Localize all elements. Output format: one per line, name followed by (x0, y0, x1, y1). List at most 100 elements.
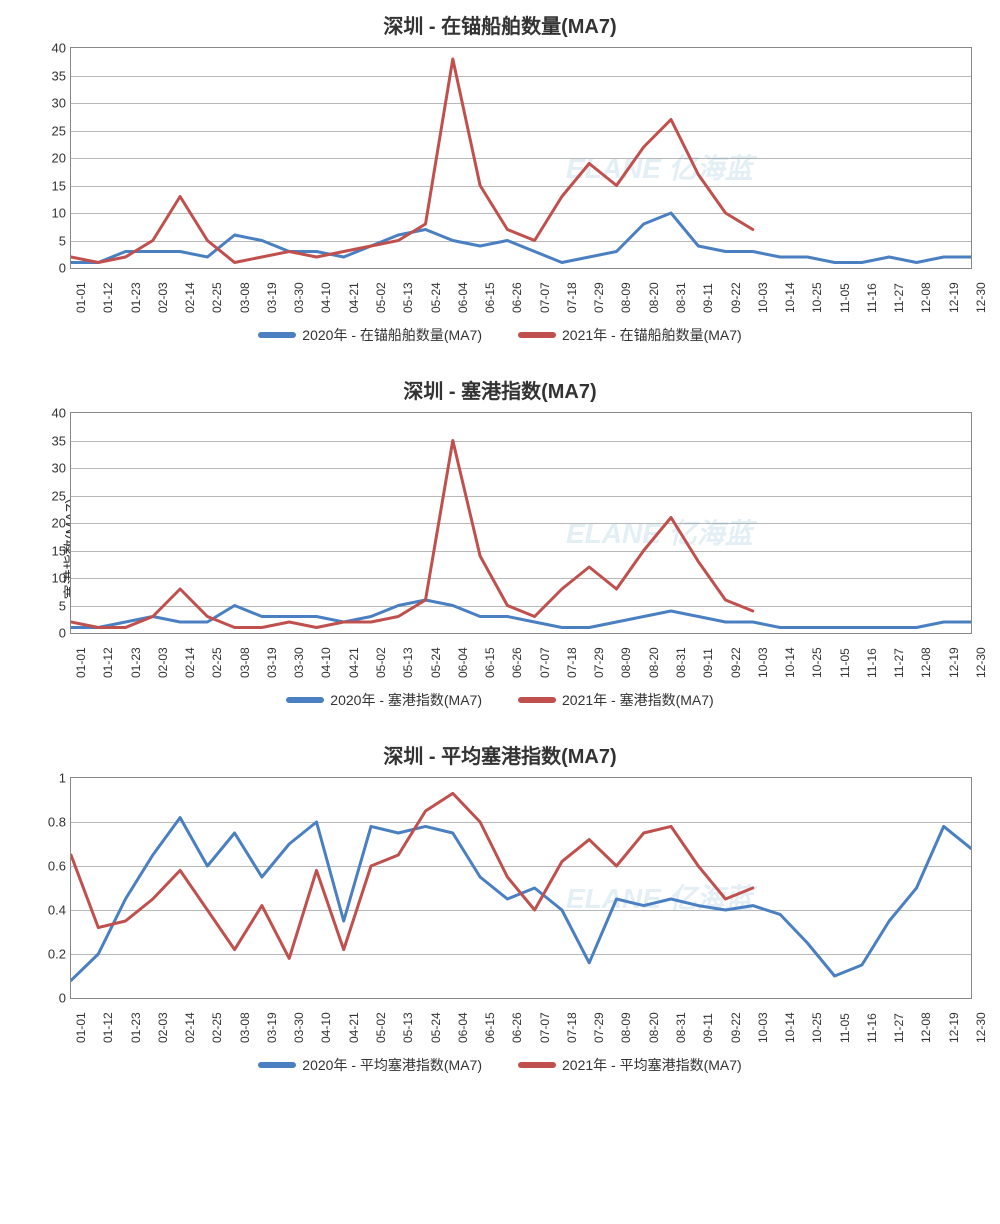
series-svg (71, 413, 971, 633)
x-tick-label: 07-07 (538, 647, 552, 678)
y-tick-label: 10 (36, 571, 66, 586)
y-tick-label: 20 (36, 516, 66, 531)
legend-swatch (518, 1062, 556, 1068)
x-tick-label: 06-04 (456, 282, 470, 313)
x-tick-label: 10-14 (783, 1012, 797, 1043)
y-tick-label: 10 (36, 206, 66, 221)
x-tick-label: 12-08 (919, 647, 933, 678)
legend-item: 2020年 - 平均塞港指数(MA7) (258, 1055, 482, 1075)
x-tick-label: 06-04 (456, 647, 470, 678)
x-tick-label: 07-18 (565, 282, 579, 313)
y-tick-label: 0.6 (36, 859, 66, 874)
x-tick-label: 03-19 (265, 1012, 279, 1043)
legend-label: 2020年 - 平均塞港指数(MA7) (302, 1055, 482, 1075)
x-tick-label: 10-14 (783, 647, 797, 678)
y-tick-label: 0.2 (36, 947, 66, 962)
y-tick-label: 25 (36, 123, 66, 138)
legend-item: 2021年 - 在锚船舶数量(MA7) (518, 325, 742, 345)
x-tick-label: 03-30 (292, 647, 306, 678)
y-tick-label: 5 (36, 598, 66, 613)
x-tick-label: 01-01 (74, 647, 88, 678)
series-line (71, 818, 971, 981)
x-tick-label: 11-05 (838, 648, 852, 678)
x-tick-label: 06-26 (510, 282, 524, 313)
legend-label: 2021年 - 在锚船舶数量(MA7) (562, 325, 742, 345)
x-tick-label: 11-05 (838, 283, 852, 313)
x-tick-label: 01-12 (101, 647, 115, 678)
y-tick-label: 0.8 (36, 815, 66, 830)
y-tick-label: 15 (36, 543, 66, 558)
y-tick-label: 30 (36, 96, 66, 111)
chart-title: 深圳 - 在锚船舶数量(MA7) (10, 10, 990, 39)
x-tick-label: 05-13 (401, 647, 415, 678)
x-tick-label: 03-30 (292, 1012, 306, 1043)
y-tick-label: 0 (36, 626, 66, 641)
y-tick-label: 30 (36, 461, 66, 476)
x-tick-label: 04-10 (319, 647, 333, 678)
x-ticks: 01-0101-1201-2302-0302-1402-2503-0803-19… (70, 1001, 970, 1051)
x-tick-label: 07-07 (538, 282, 552, 313)
plot-region: 0510152025303540ELANE 亿海蓝 (70, 412, 972, 634)
legend-swatch (258, 1062, 296, 1068)
chart-area: 在锚船舶数量(MA7)0510152025303540ELANE 亿海蓝01-0… (70, 47, 980, 321)
legend-label: 2021年 - 平均塞港指数(MA7) (562, 1055, 742, 1075)
x-tick-label: 12-30 (974, 282, 988, 313)
x-tick-label: 02-25 (210, 1012, 224, 1043)
x-tick-label: 01-01 (74, 1012, 88, 1043)
x-tick-label: 09-22 (729, 282, 743, 313)
x-tick-label: 05-13 (401, 1012, 415, 1043)
x-tick-label: 01-01 (74, 282, 88, 313)
x-tick-label: 12-30 (974, 647, 988, 678)
series-svg (71, 48, 971, 268)
x-tick-label: 03-08 (238, 647, 252, 678)
x-tick-label: 03-08 (238, 282, 252, 313)
y-tick-label: 35 (36, 433, 66, 448)
legend: 2020年 - 在锚船舶数量(MA7) 2021年 - 在锚船舶数量(MA7) (10, 325, 990, 345)
x-tick-label: 10-25 (810, 647, 824, 678)
x-tick-label: 01-12 (101, 1012, 115, 1043)
x-tick-label: 07-18 (565, 1012, 579, 1043)
x-tick-label: 12-30 (974, 1012, 988, 1043)
x-tick-label: 04-21 (347, 1012, 361, 1043)
x-tick-label: 04-21 (347, 647, 361, 678)
x-tick-label: 05-24 (429, 1012, 443, 1043)
x-tick-label: 03-30 (292, 282, 306, 313)
x-tick-label: 09-11 (701, 1013, 715, 1043)
legend-label: 2021年 - 塞港指数(MA7) (562, 690, 714, 710)
x-tick-label: 05-02 (374, 1012, 388, 1043)
x-tick-label: 02-03 (156, 1012, 170, 1043)
x-tick-label: 03-19 (265, 282, 279, 313)
x-tick-label: 08-20 (647, 282, 661, 313)
x-tick-label: 12-19 (947, 647, 961, 678)
y-tick-label: 0 (36, 991, 66, 1006)
x-tick-label: 12-08 (919, 1012, 933, 1043)
x-tick-label: 03-08 (238, 1012, 252, 1043)
x-tick-label: 02-14 (183, 647, 197, 678)
y-tick-label: 5 (36, 233, 66, 248)
x-tick-label: 10-03 (756, 282, 770, 313)
x-tick-label: 05-02 (374, 647, 388, 678)
y-tick-label: 20 (36, 151, 66, 166)
x-tick-label: 12-19 (947, 282, 961, 313)
plot-region: 00.20.40.60.81ELANE 亿海蓝 (70, 777, 972, 999)
x-tick-label: 07-29 (592, 282, 606, 313)
x-ticks: 01-0101-1201-2302-0302-1402-2503-0803-19… (70, 636, 970, 686)
y-tick-label: 15 (36, 178, 66, 193)
x-tick-label: 06-04 (456, 1012, 470, 1043)
x-tick-label: 05-24 (429, 647, 443, 678)
x-tick-label: 06-15 (483, 282, 497, 313)
x-tick-label: 07-07 (538, 1012, 552, 1043)
x-tick-label: 06-26 (510, 647, 524, 678)
x-tick-label: 12-19 (947, 1012, 961, 1043)
x-tick-label: 11-16 (865, 283, 879, 313)
x-tick-label: 11-05 (838, 1013, 852, 1043)
chart1-block: 深圳 - 在锚船舶数量(MA7) 在锚船舶数量(MA7)0510152025303… (10, 10, 990, 345)
x-tick-label: 11-16 (865, 648, 879, 678)
x-tick-label: 01-23 (129, 647, 143, 678)
y-tick-label: 40 (36, 406, 66, 421)
legend-label: 2020年 - 在锚船舶数量(MA7) (302, 325, 482, 345)
legend-label: 2020年 - 塞港指数(MA7) (330, 690, 482, 710)
legend: 2020年 - 平均塞港指数(MA7) 2021年 - 平均塞港指数(MA7) (10, 1055, 990, 1075)
legend-item: 2021年 - 塞港指数(MA7) (518, 690, 714, 710)
x-tick-label: 05-02 (374, 282, 388, 313)
